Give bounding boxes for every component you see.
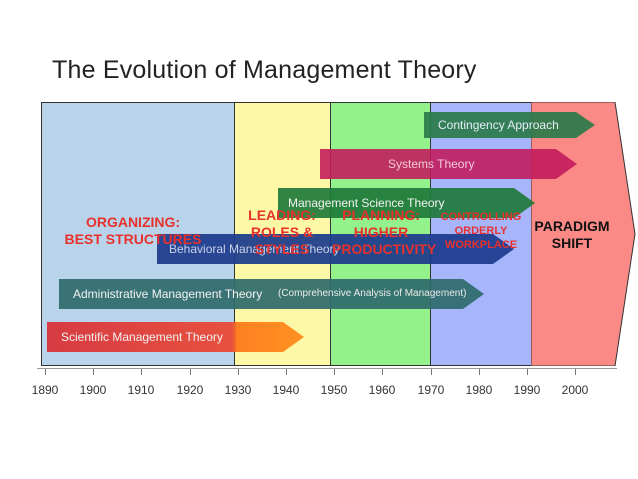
timeline-tick-label: 1930 [224, 383, 252, 397]
arrow-behavioral-management-theory: Behavioral Management Theory [157, 234, 515, 264]
era-label-organizing: ORGANIZING: BEST STRUCTURES [64, 214, 202, 247]
timeline-tick [431, 369, 432, 375]
arrow-management-science-theory: Management Science Theory [278, 188, 536, 218]
page-title: The Evolution of Management Theory [52, 56, 477, 84]
timeline-tick [527, 369, 528, 375]
timeline-tick-label: 1950 [320, 383, 348, 397]
timeline-tick [93, 369, 94, 375]
timeline-tick [575, 369, 576, 375]
timeline-tick [190, 369, 191, 375]
timeline-tick-label: 1910 [127, 383, 155, 397]
arrow-scientific-management-theory: Scientific Management Theory [47, 322, 305, 352]
arrow-administrative-management-theory: Administrative Management Theory (Compre… [59, 279, 485, 309]
timeline-tick [45, 369, 46, 375]
arrow-administrative-note: (Comprehensive Analysis of Management) [278, 288, 467, 299]
timeline-tick-label: 1890 [31, 383, 59, 397]
timeline-tick-label: 1970 [417, 383, 445, 397]
timeline-tick [141, 369, 142, 375]
timeline-tick-label: 1920 [176, 383, 204, 397]
era-label-leading: LEADING: ROLES & STYLES [248, 207, 316, 257]
arrow-scientific-label: Scientific Management Theory [61, 330, 223, 344]
timeline-tick [334, 369, 335, 375]
arrow-contingency-approach: Contingency Approach [424, 112, 596, 138]
arrow-systems-theory: Systems Theory [320, 149, 578, 179]
timeline-tick-label: 1900 [79, 383, 107, 397]
timeline-tick-label: 1940 [272, 383, 300, 397]
timeline-tick [238, 369, 239, 375]
arrow-systems-label: Systems Theory [388, 157, 475, 171]
timeline-tick-label: 1980 [465, 383, 493, 397]
timeline-tick [479, 369, 480, 375]
timeline-tick-label: 1990 [513, 383, 541, 397]
timeline-axis [37, 368, 617, 369]
era-label-controlling: CONTROLLING ORDERLY WORKPLACE [440, 211, 522, 251]
arrow-contingency-label: Contingency Approach [438, 118, 559, 132]
arrow-management-science-label: Management Science Theory [288, 196, 445, 210]
arrow-behavioral-label: Behavioral Management Theory [169, 242, 340, 256]
timeline-tick [382, 369, 383, 375]
timeline-tick-label: 1960 [368, 383, 396, 397]
arrow-administrative-label: Administrative Management Theory [73, 287, 263, 301]
timeline-tick-label: 2000 [561, 383, 589, 397]
timeline-tick [286, 369, 287, 375]
era-label-planning: PLANNING: HIGHER PRODUCTIVITY [332, 207, 437, 257]
era-label-paradigm: PARADIGM SHIFT [534, 218, 610, 251]
